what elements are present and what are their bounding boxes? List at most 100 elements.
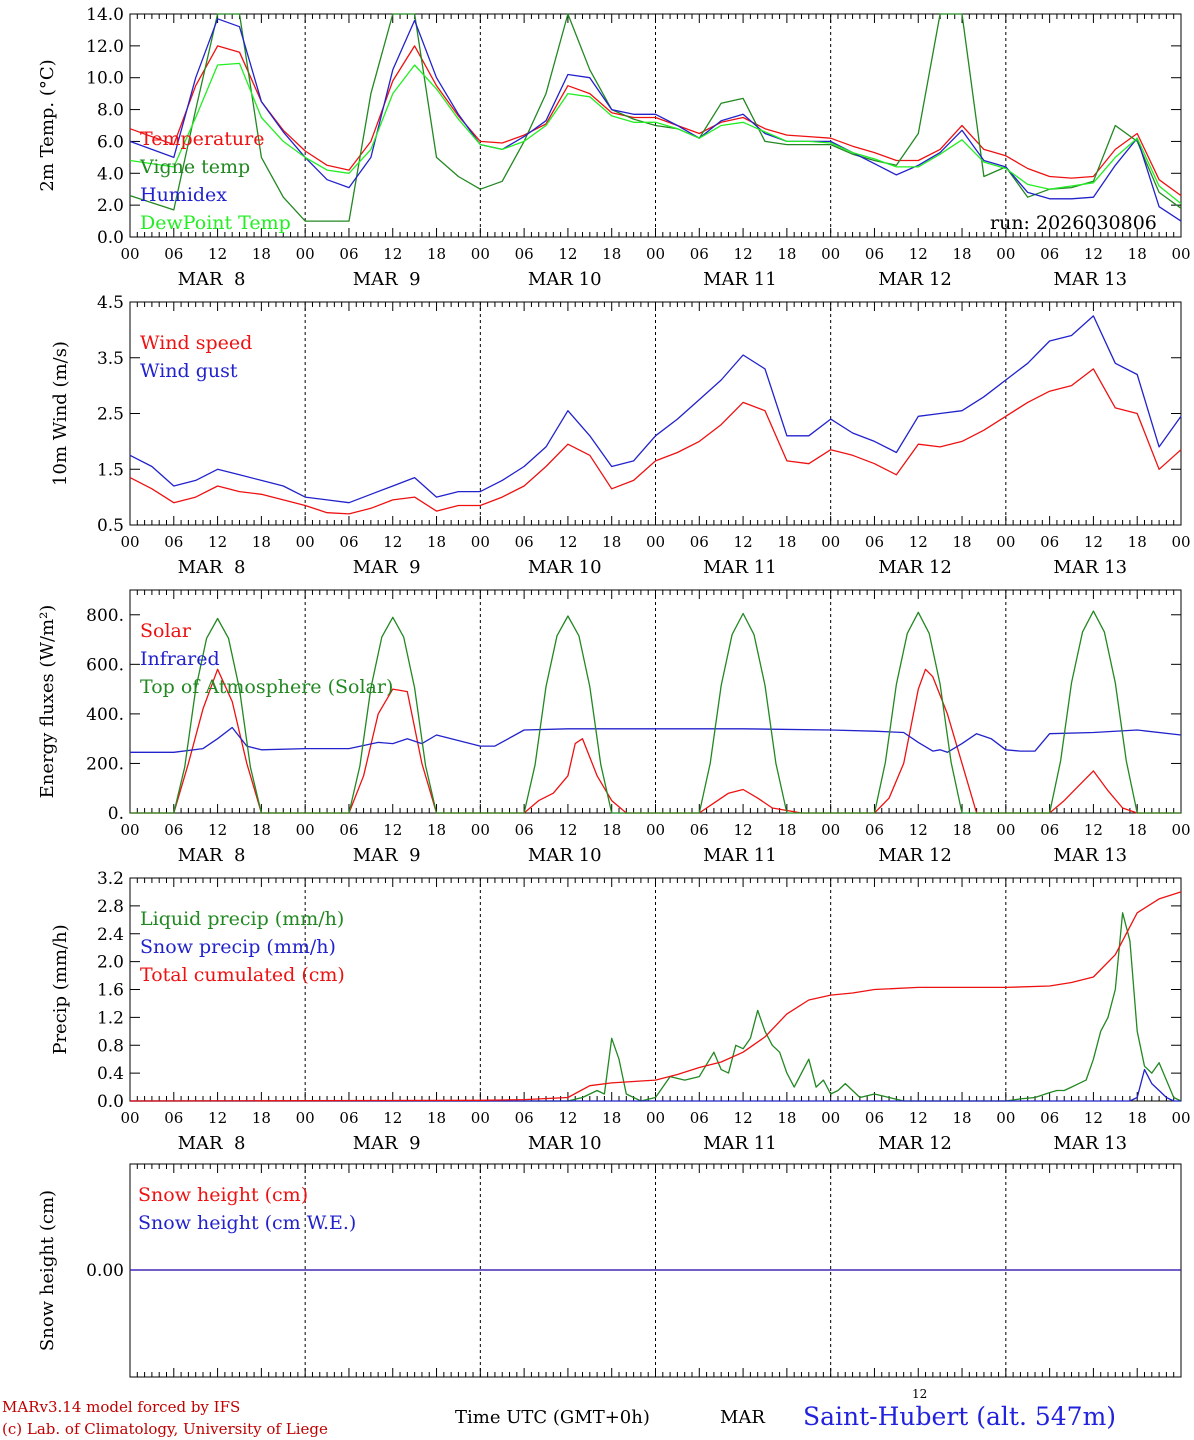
- day-label: MAR 10: [528, 1133, 602, 1154]
- x-tick-label: 12: [734, 821, 753, 839]
- y-tick-label: 8.0: [97, 101, 124, 121]
- y-tick-label: 2.4: [97, 925, 124, 945]
- day-label: MAR 9: [353, 557, 421, 578]
- series-line-3: [130, 610, 1181, 814]
- legend-entry: Humidex: [140, 184, 227, 206]
- legend-entry: DewPoint Temp: [140, 212, 291, 234]
- legend-entry: Temperature: [140, 128, 264, 150]
- x-tick-label: 06: [164, 245, 183, 263]
- x-tick-label: 06: [865, 1109, 884, 1127]
- x-tick-label: 12: [558, 1109, 577, 1127]
- x-tick-label: 00: [646, 821, 665, 839]
- day-label: MAR 13: [1053, 845, 1127, 866]
- x-tick-label: 18: [952, 821, 971, 839]
- x-tick-label: 00: [996, 245, 1015, 263]
- x-tick-label: 12: [208, 533, 227, 551]
- x-tick-label: 00: [821, 533, 840, 551]
- time-axis-label: Time UTC (GMT+0h): [455, 1407, 650, 1428]
- y-tick-label: 1.2: [97, 1008, 124, 1028]
- x-tick-label: 06: [339, 821, 358, 839]
- series-line-1: [129, 368, 1182, 515]
- x-tick-label: 06: [164, 533, 183, 551]
- x-tick-label: 18: [952, 245, 971, 263]
- x-tick-label: 00: [471, 245, 490, 263]
- x-tick-label: 18: [252, 533, 271, 551]
- day-label: MAR 13: [1053, 1133, 1127, 1154]
- day-label: MAR 8: [178, 845, 246, 866]
- x-tick-label: 12: [208, 245, 227, 263]
- y-tick-label: 2.0: [97, 953, 124, 973]
- x-tick-label: 00: [471, 533, 490, 551]
- x-tick-label: 06: [164, 821, 183, 839]
- day-label: MAR 11: [703, 845, 777, 866]
- month-label: MAR: [720, 1407, 765, 1428]
- x-tick-label: 18: [427, 1109, 446, 1127]
- series-line-2: [130, 726, 1182, 753]
- panel-4: 0.0 0.4 0.8 1.2 1.6 2.0 2.4 2.8 3.2 Precip (mm/h)…: [50, 869, 1191, 1154]
- x-tick-label: 00: [120, 533, 139, 551]
- day-label: MAR 12: [878, 845, 952, 866]
- x-tick-label: 06: [690, 533, 709, 551]
- y-tick-label: 200.: [86, 754, 124, 774]
- legend-entry: Solar: [140, 620, 192, 642]
- x-tick-label: 18: [777, 245, 796, 263]
- y-tick-label: 3.5: [97, 349, 124, 369]
- legend-entry: Top of Atmosphere (Solar): [140, 676, 393, 698]
- x-tick-label: 00: [996, 821, 1015, 839]
- y-tick-label: 0.0: [97, 228, 124, 248]
- lab-credit: (c) Lab. of Climatology, University of L…: [2, 1420, 328, 1438]
- panel-5: 0.00 Snow height (cm) Snow height (cm) Snow…: [37, 1163, 1182, 1378]
- x-tick-label: 06: [865, 245, 884, 263]
- y-tick-label: 400.: [86, 705, 124, 725]
- y-tick-label: 1.5: [97, 460, 124, 480]
- x-tick-label: 00: [1171, 1109, 1190, 1127]
- day-label: MAR 12: [878, 269, 952, 290]
- x-tick-label: 18: [252, 821, 271, 839]
- x-tick-label: 06: [515, 533, 534, 551]
- x-tick-label: 06: [690, 1109, 709, 1127]
- y-tick-label: 4.0: [97, 164, 124, 184]
- x-tick-label: 00: [821, 821, 840, 839]
- x-tick-label: 00: [296, 821, 315, 839]
- y-axis-label: 10m Wind (m/s): [50, 341, 71, 486]
- x-tick-label: 06: [1040, 821, 1059, 839]
- station-title: Saint-Hubert (alt. 547m): [803, 1402, 1116, 1431]
- x-tick-label: 12: [383, 821, 402, 839]
- x-tick-label: 18: [777, 1109, 796, 1127]
- series-line-3: [129, 891, 1182, 1102]
- x-tick-label: 06: [1040, 533, 1059, 551]
- x-tick-label: 00: [821, 1109, 840, 1127]
- y-tick-label: 2.0: [97, 196, 124, 216]
- x-tick-label: 18: [427, 821, 446, 839]
- day-label: MAR 11: [703, 269, 777, 290]
- x-tick-label: 06: [515, 245, 534, 263]
- x-tick-label: 12: [383, 245, 402, 263]
- legend-entry: Infrared: [140, 648, 220, 670]
- x-tick-label: 06: [1040, 245, 1059, 263]
- panel-2: 0.5 1.5 2.5 3.5 4.5 10m Wind (m/s) 00 06 12 18 00 0…: [50, 293, 1191, 578]
- x-tick-label: 00: [1171, 245, 1190, 263]
- x-tick-label: 12: [909, 1109, 928, 1127]
- legend-entry: Liquid precip (mm/h): [140, 908, 344, 930]
- series-line-1: [130, 912, 1182, 1102]
- series-line-1: [129, 45, 1182, 197]
- x-tick-label: 06: [865, 821, 884, 839]
- day-label: MAR 9: [353, 269, 421, 290]
- y-tick-label: 3.2: [97, 869, 124, 889]
- day-label: MAR 8: [178, 1133, 246, 1154]
- y-tick-label: 6.0: [97, 132, 124, 152]
- legend-entry: Wind gust: [140, 360, 238, 382]
- y-tick-label: 0.5: [97, 516, 124, 536]
- x-tick-label: 06: [515, 1109, 534, 1127]
- x-tick-label: 00: [1171, 533, 1190, 551]
- x-tick-label: 12: [909, 821, 928, 839]
- legend-entry: Total cumulated (cm): [140, 964, 345, 986]
- x-tick-label: 18: [777, 821, 796, 839]
- x-tick-label: 06: [865, 533, 884, 551]
- x-tick-label: 18: [427, 245, 446, 263]
- x-tick-label: 18: [1128, 1109, 1147, 1127]
- y-tick-label: 1.6: [97, 981, 124, 1001]
- x-tick-label: 18: [1128, 821, 1147, 839]
- legend-entry: Snow height (cm W.E.): [138, 1212, 356, 1234]
